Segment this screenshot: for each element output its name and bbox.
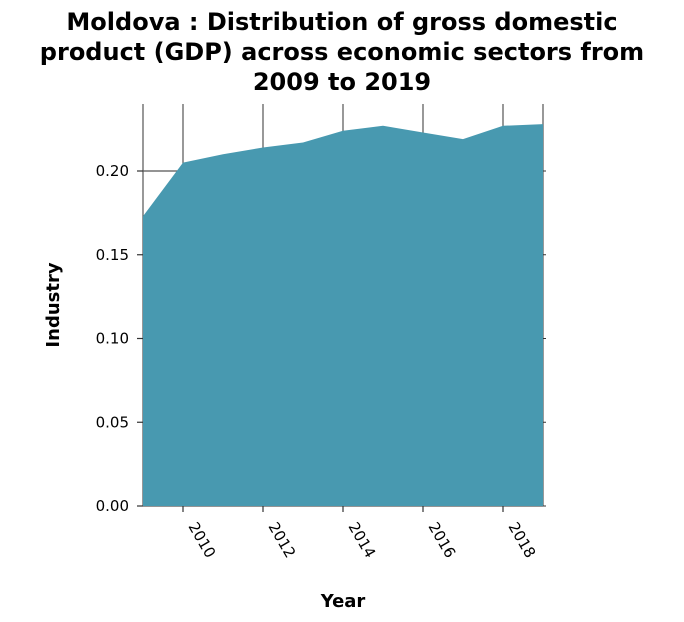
series-area-fill	[143, 124, 543, 506]
x-tick-label-2012: 2012	[265, 519, 300, 561]
y-axis-label: Industry	[43, 262, 64, 347]
x-tick-label-2016: 2016	[425, 519, 460, 561]
chart-title-line-2: product (GDP) across economic sectors fr…	[40, 38, 644, 66]
y-tick-label-0.10: 0.10	[96, 330, 129, 348]
chart-title-line-1: Moldova : Distribution of gross domestic	[66, 8, 617, 36]
y-tick-label-0.15: 0.15	[96, 246, 129, 264]
y-tick-label-0.00: 0.00	[96, 497, 129, 515]
chart-title-line-3: 2009 to 2019	[253, 68, 431, 96]
x-tick-label-2018: 2018	[505, 519, 540, 561]
x-tick-label-2014: 2014	[345, 519, 380, 561]
series-area	[143, 124, 543, 506]
x-axis-label: Year	[320, 591, 366, 612]
chart-title: Moldova : Distribution of gross domestic…	[40, 8, 644, 96]
x-tick-label-2010: 2010	[185, 519, 220, 561]
y-tick-label-0.05: 0.05	[96, 413, 129, 431]
y-axis-ticks: 0.00 0.05 0.10 0.15 0.20	[96, 162, 546, 515]
y-tick-label-0.20: 0.20	[96, 162, 129, 180]
x-axis-ticks: 2010 2012 2014 2016 2018	[182, 506, 540, 561]
